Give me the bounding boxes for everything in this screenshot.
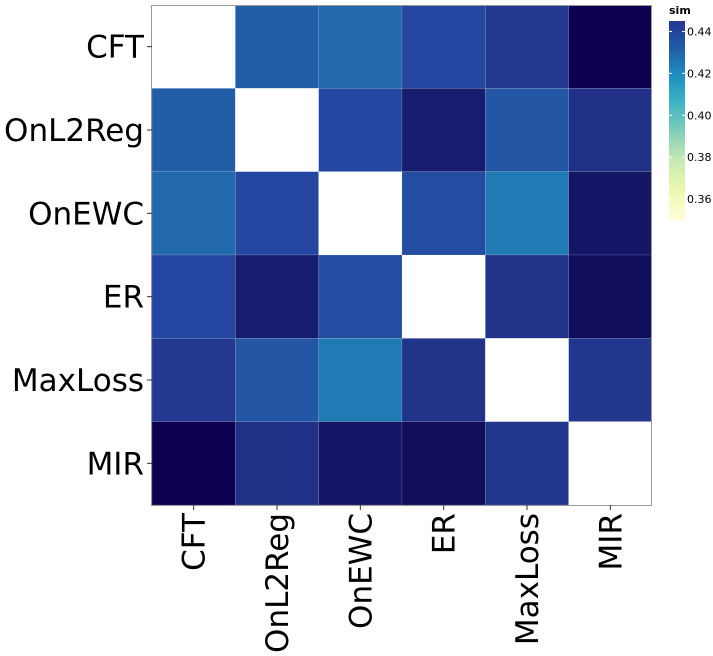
heatmap-cell-OnEWC-MIR	[568, 171, 653, 256]
heatmap-cell-OnEWC-MaxLoss	[485, 171, 569, 256]
heatmap-cell-CFT-OnL2Reg	[235, 4, 319, 89]
heatmap-cell-MaxLoss-MaxLoss	[485, 338, 569, 422]
heatmap-cell-ER-CFT	[151, 254, 236, 339]
heatmap-cell-OnEWC-ER	[401, 171, 486, 256]
x-tick-label-OnEWC: OnEWC	[343, 513, 379, 629]
heatmap-cell-MIR-CFT	[151, 421, 236, 506]
heatmap-cell-MIR-MIR	[568, 421, 652, 505]
legend-tick-label: 0.38	[687, 151, 712, 164]
heatmap-cell-MaxLoss-OnEWC	[318, 338, 403, 422]
heatmap-cell-OnL2Reg-MIR	[568, 88, 653, 172]
heatmap-cell-CFT-CFT	[152, 5, 236, 89]
x-tick-label-CFT: CFT	[177, 512, 213, 571]
y-tick-label-OnEWC: OnEWC	[28, 196, 144, 232]
heatmap-cell-CFT-ER	[401, 4, 486, 89]
heatmap-cell-OnL2Reg-CFT	[151, 88, 236, 172]
x-tick-label-OnL2Reg: OnL2Reg	[260, 513, 296, 653]
legend-tick-label: 0.40	[687, 109, 712, 122]
heatmap-cell-ER-MaxLoss	[485, 254, 569, 339]
y-tick-label-MaxLoss: MaxLoss	[12, 363, 144, 399]
heatmap-cell-CFT-OnEWC	[318, 4, 403, 89]
legend-ticks: 0.36 0.38 0.40 0.42 0.44	[669, 25, 712, 206]
heatmap-cells	[151, 4, 653, 506]
plot-border	[151, 5, 652, 506]
heatmap-cell-CFT-MaxLoss	[485, 4, 569, 89]
heatmap-cell-ER-OnEWC	[318, 254, 403, 339]
heatmap-cell-MIR-OnEWC	[318, 421, 403, 506]
x-axis: CFT OnL2Reg OnEWC ER MaxLoss MIR	[177, 505, 629, 653]
x-tick-label-ER: ER	[427, 513, 463, 554]
legend-tick-label: 0.42	[687, 67, 712, 80]
heatmap-cell-OnEWC-OnL2Reg	[235, 171, 319, 256]
legend-colorbar	[669, 21, 685, 220]
heatmap-cell-OnL2Reg-OnL2Reg	[235, 88, 319, 172]
y-tick-label-CFT: CFT	[86, 30, 145, 66]
x-tick-label-MaxLoss: MaxLoss	[510, 513, 546, 645]
y-axis: CFT OnL2Reg OnEWC ER MaxLoss MIR	[4, 30, 152, 482]
heatmap-cell-MaxLoss-OnL2Reg	[235, 338, 319, 422]
y-tick-label-ER: ER	[103, 280, 144, 316]
heatmap-cell-MIR-ER	[401, 421, 486, 506]
legend-tick-label: 0.44	[687, 25, 712, 38]
legend: sim 0.36 0.38 0.40 0.42 0.44	[669, 4, 712, 220]
heatmap-cell-MaxLoss-MIR	[568, 338, 653, 422]
heatmap-cell-MaxLoss-CFT	[151, 338, 236, 422]
heatmap-cell-ER-ER	[402, 255, 486, 339]
heatmap-cell-OnL2Reg-MaxLoss	[485, 88, 569, 172]
x-tick-label-MIR: MIR	[593, 513, 629, 570]
heatmap-cell-MIR-MaxLoss	[485, 421, 569, 506]
y-tick-label-MIR: MIR	[87, 446, 144, 482]
heatmap-cell-MIR-OnL2Reg	[235, 421, 319, 506]
heatmap-cell-OnL2Reg-OnEWC	[318, 88, 403, 172]
heatmap-cell-CFT-MIR	[568, 4, 653, 89]
heatmap-cell-OnEWC-OnEWC	[318, 171, 402, 255]
legend-title: sim	[669, 4, 691, 17]
heatmap-cell-OnEWC-CFT	[151, 171, 236, 256]
heatmap-cell-ER-MIR	[568, 254, 653, 339]
legend-tick-label: 0.36	[687, 193, 712, 206]
heatmap-cell-MaxLoss-ER	[401, 338, 486, 422]
heatmap-cell-ER-OnL2Reg	[235, 254, 319, 339]
y-tick-label-OnL2Reg: OnL2Reg	[4, 113, 144, 149]
heatmap-cell-OnL2Reg-ER	[401, 88, 486, 172]
